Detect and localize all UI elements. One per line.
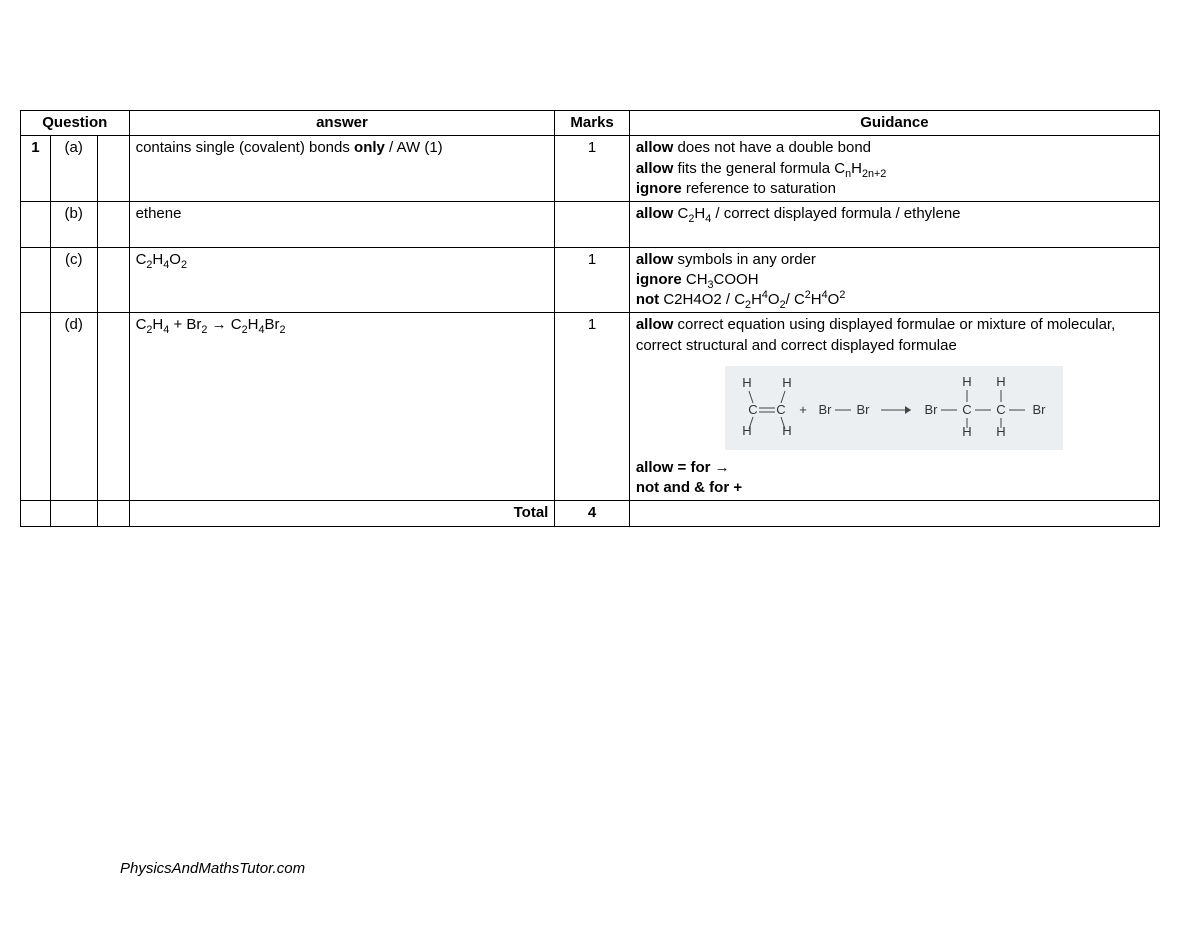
guidance-cell: allow symbols in any order ignore CH3COO… — [629, 247, 1159, 313]
col-header-guidance: Guidance — [629, 111, 1159, 136]
q-subpart — [97, 247, 129, 313]
marks-cell: 1 — [555, 313, 630, 501]
svg-text:Br: Br — [1033, 402, 1047, 417]
row-1b: (b) ethene allow C2H4 / correct displaye… — [21, 202, 1160, 248]
col-header-marks: Marks — [555, 111, 630, 136]
svg-text:C: C — [749, 402, 758, 417]
q-subpart — [97, 501, 129, 526]
svg-text:+: + — [800, 402, 808, 417]
q-part: (d) — [50, 313, 97, 501]
svg-text:Br: Br — [857, 402, 871, 417]
mark-scheme-table: Question answer Marks Guidance 1 (a) con… — [20, 110, 1160, 527]
marks-cell — [555, 202, 630, 248]
row-1d: (d) C2H4 + Br2 → C2H4Br2 1 allow correct… — [21, 313, 1160, 501]
svg-text:Br: Br — [925, 402, 939, 417]
answer-cell: C2H4O2 — [129, 247, 555, 313]
answer-cell: C2H4 + Br2 → C2H4Br2 — [129, 313, 555, 501]
reaction-diagram: H H H H C C — [725, 366, 1063, 450]
q-number — [21, 501, 51, 526]
q-subpart — [97, 313, 129, 501]
displayed-formula-svg: H H H H C C — [729, 372, 1059, 444]
row-1c: (c) C2H4O2 1 allow symbols in any order … — [21, 247, 1160, 313]
q-subpart — [97, 136, 129, 202]
guidance-cell — [629, 501, 1159, 526]
svg-text:H: H — [997, 374, 1006, 389]
svg-text:H: H — [783, 375, 792, 390]
guidance-cell: allow does not have a double bond allow … — [629, 136, 1159, 202]
answer-cell: contains single (covalent) bonds only / … — [129, 136, 555, 202]
q-number: 1 — [21, 136, 51, 202]
guidance-cell: allow correct equation using displayed f… — [629, 313, 1159, 501]
q-number — [21, 313, 51, 501]
svg-text:H: H — [743, 375, 752, 390]
total-label: Total — [129, 501, 555, 526]
q-subpart — [97, 202, 129, 248]
q-number — [21, 247, 51, 313]
footer-source: PhysicsAndMathsTutor.com — [120, 860, 305, 877]
svg-text:C: C — [997, 402, 1006, 417]
svg-text:C: C — [777, 402, 786, 417]
col-header-answer: answer — [129, 111, 555, 136]
row-total: Total 4 — [21, 501, 1160, 526]
guidance-cell: allow C2H4 / correct displayed formula /… — [629, 202, 1159, 248]
mark-scheme-page: Question answer Marks Guidance 1 (a) con… — [0, 0, 1200, 927]
q-number — [21, 202, 51, 248]
col-header-question: Question — [21, 111, 130, 136]
svg-text:Br: Br — [819, 402, 833, 417]
total-marks: 4 — [555, 501, 630, 526]
answer-cell: ethene — [129, 202, 555, 248]
svg-text:C: C — [963, 402, 972, 417]
marks-cell: 1 — [555, 136, 630, 202]
marks-cell: 1 — [555, 247, 630, 313]
q-part: (b) — [50, 202, 97, 248]
row-1a: 1 (a) contains single (covalent) bonds o… — [21, 136, 1160, 202]
header-row: Question answer Marks Guidance — [21, 111, 1160, 136]
q-part — [50, 501, 97, 526]
svg-text:H: H — [963, 374, 972, 389]
q-part: (a) — [50, 136, 97, 202]
q-part: (c) — [50, 247, 97, 313]
